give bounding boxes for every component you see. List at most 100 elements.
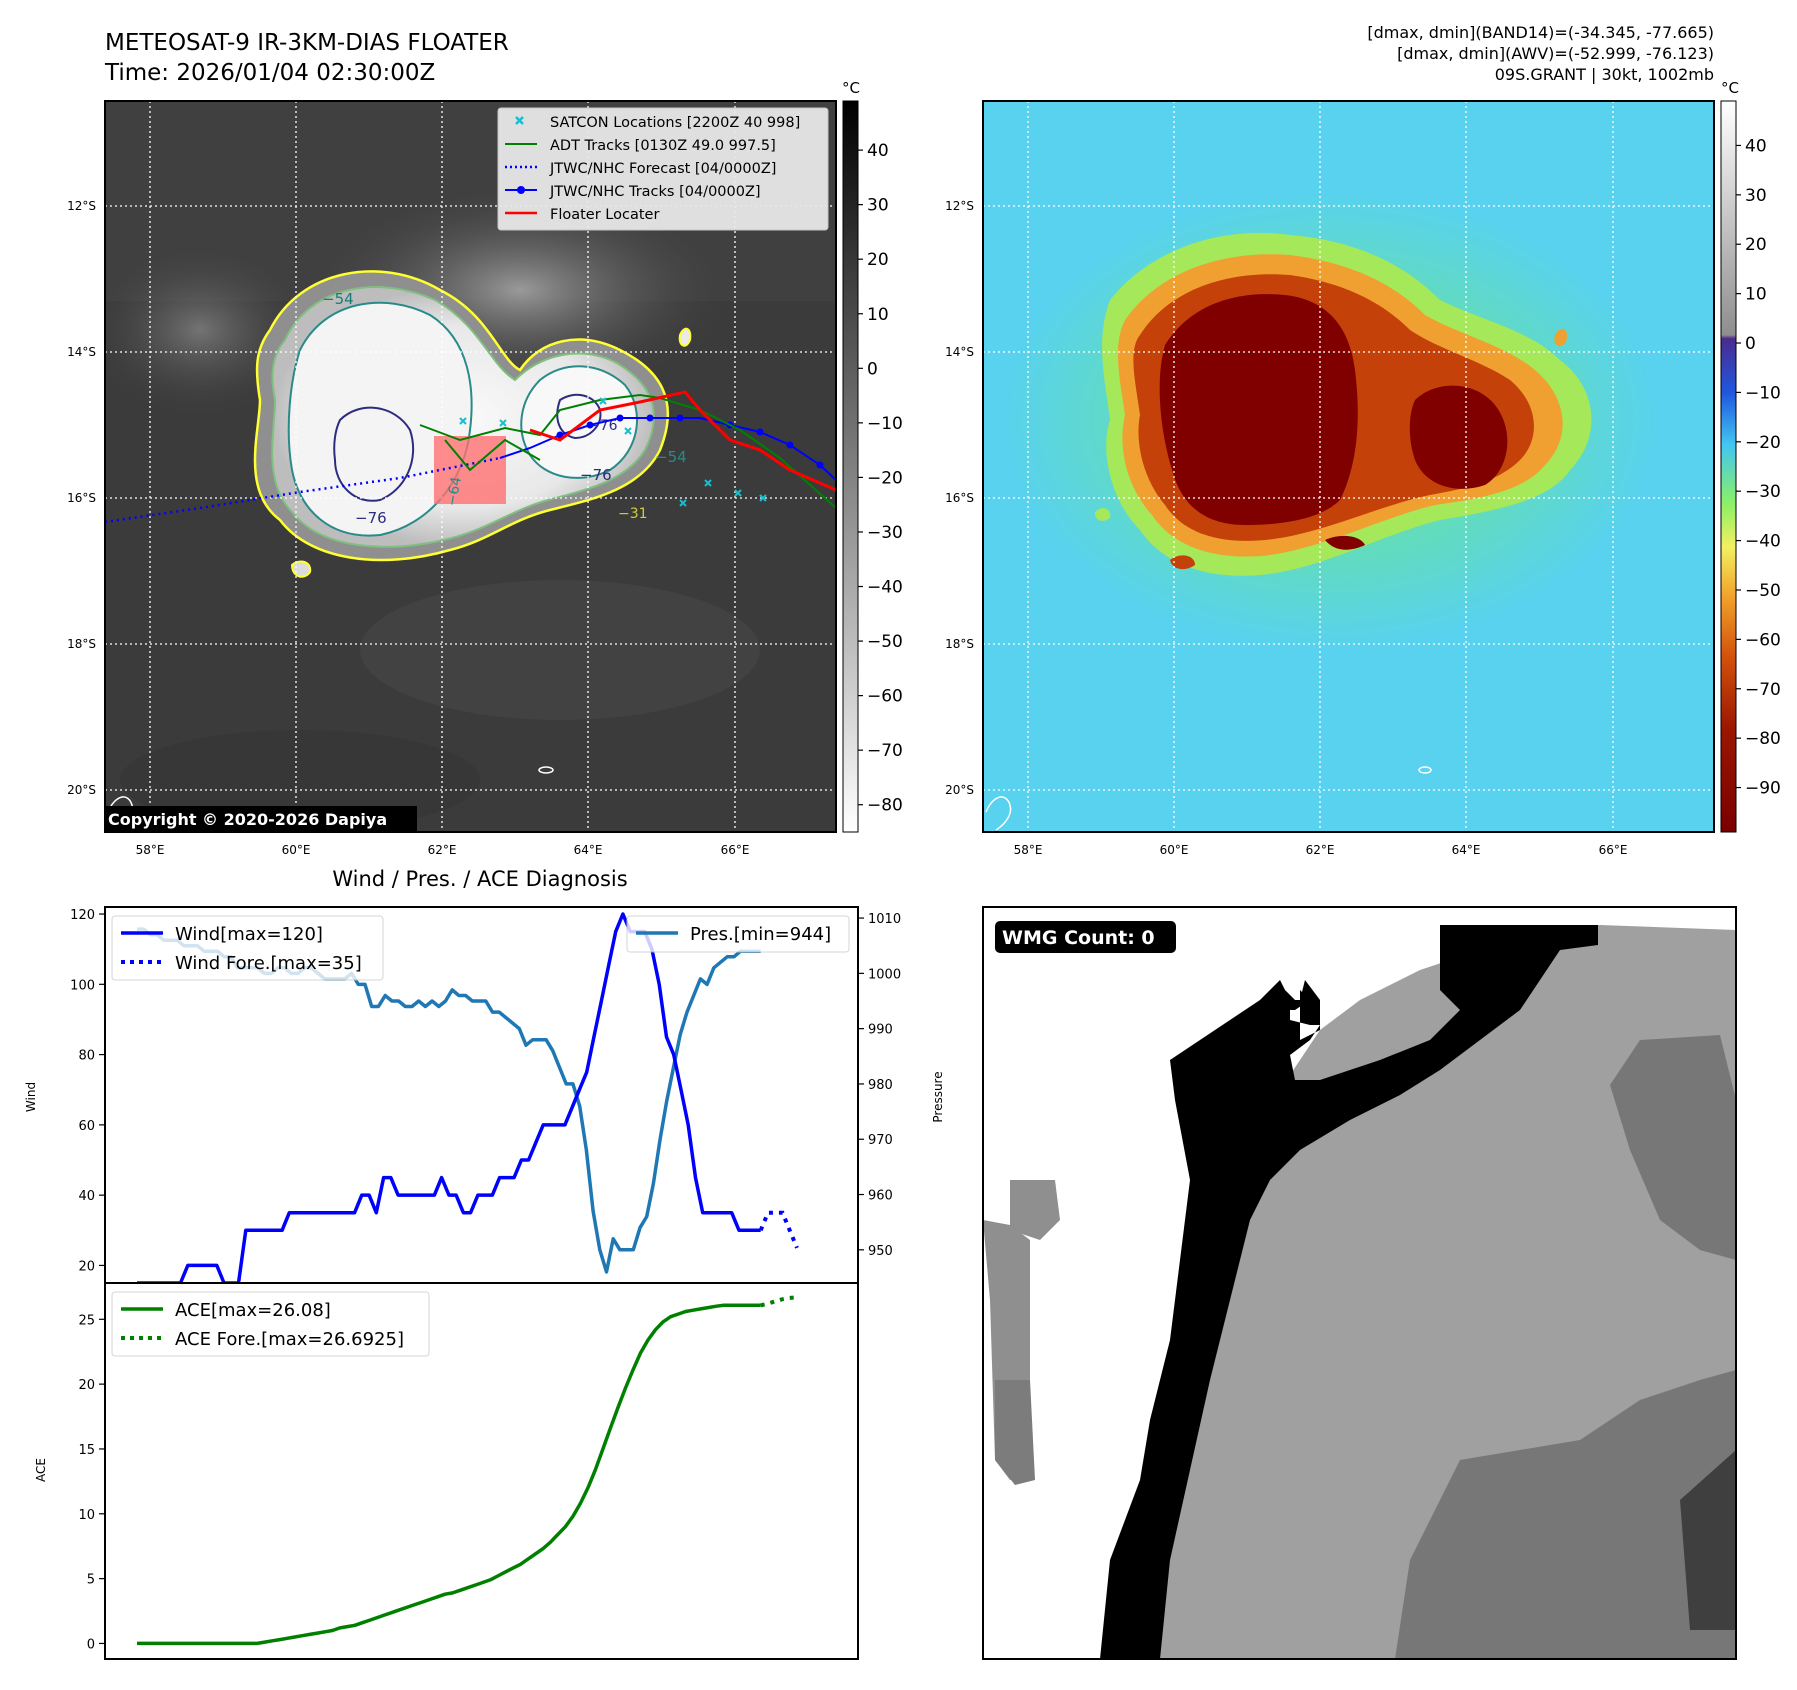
wmg-count-label: WMG Count: 0 <box>1002 927 1155 949</box>
copyright-text: Copyright © 2020-2026 Dapiya <box>108 810 387 829</box>
awv-lat-label: 20°S <box>945 783 974 797</box>
wind-ylabel: Wind <box>24 1082 38 1112</box>
ir-lon-label: 62°E <box>428 843 457 857</box>
awv-lon-label: 66°E <box>1599 843 1628 857</box>
colorbar-tick-label: −20 <box>1745 433 1781 453</box>
pressure-tick-label: 960 <box>868 1189 893 1204</box>
ir-lat-label: 16°S <box>67 491 96 505</box>
ir-map-panel: −54 −76 −64 −76 −54 −76 −31 <box>67 100 837 857</box>
ir-map-legend: SATCON Locations [2200Z 40 998] ADT Trac… <box>497 107 829 231</box>
ace-legend: ACE[max=26.08] ACE Fore.[max=26.6925] <box>111 1291 430 1357</box>
colorbar-tick-label: 10 <box>1745 285 1767 305</box>
contour-label: −76 <box>588 418 618 434</box>
ir-colorbar: °C 40 30 20 10 0 −10 −20 −30 −40 −50 −60 −70 −80 <box>842 79 903 833</box>
ace-tick-label: 10 <box>78 1508 95 1523</box>
ir-lon-label: 58°E <box>136 843 165 857</box>
colorbar-tick-label: −20 <box>867 468 903 488</box>
stats-line1: [dmax, dmin](BAND14)=(-34.345, -77.665) <box>1367 23 1714 42</box>
pressure-ylabel: Pressure <box>931 1071 945 1122</box>
legend-ace-fore: ACE Fore.[max=26.6925] <box>175 1329 404 1350</box>
legend-wind-fore: Wind Fore.[max=35] <box>175 953 362 974</box>
floater-locater-track <box>529 390 836 492</box>
wind-tick-label: 40 <box>78 1189 95 1204</box>
awv-lat-label: 12°S <box>945 199 974 213</box>
ace-forecast-line <box>760 1295 798 1308</box>
ir-colorbar-unit: °C <box>842 79 860 97</box>
colorbar-tick-label: −70 <box>867 741 903 761</box>
wind-tick-label: 120 <box>70 908 95 923</box>
colorbar-tick-label: −80 <box>867 796 903 816</box>
awv-colorbar-unit: °C <box>1721 79 1739 97</box>
colorbar-tick-label: −60 <box>1745 630 1781 650</box>
awv-lon-label: 60°E <box>1160 843 1189 857</box>
colorbar-tick-label: 40 <box>867 141 889 161</box>
colorbar-tick-label: 0 <box>867 359 878 379</box>
legend-ace: ACE[max=26.08] <box>175 1300 331 1321</box>
wind-tick-label: 100 <box>70 978 95 993</box>
colorbar-tick-label: −60 <box>867 687 903 707</box>
colorbar-tick-label: −40 <box>867 578 903 598</box>
colorbar-tick-label: 30 <box>1745 186 1767 206</box>
diagnosis-title: Wind / Pres. / ACE Diagnosis <box>332 867 627 891</box>
colorbar-tick-label: −30 <box>867 523 903 543</box>
pressure-tick-label: 980 <box>868 1078 893 1093</box>
stats-line2: [dmax, dmin](AWV)=(-52.999, -76.123) <box>1397 44 1714 63</box>
colorbar-tick-label: −30 <box>1745 482 1781 502</box>
legend-satcon: SATCON Locations [2200Z 40 998] <box>550 115 800 131</box>
legend-wind: Wind[max=120] <box>175 924 323 945</box>
ace-tick-label: 15 <box>78 1443 95 1458</box>
adt-track-branch <box>444 438 541 472</box>
ir-lat-label: 20°S <box>67 783 96 797</box>
jtwc-track <box>499 414 836 481</box>
ace-ylabel: ACE <box>34 1458 48 1482</box>
contour-label: −54 <box>655 448 687 466</box>
awv-lon-label: 64°E <box>1452 843 1481 857</box>
pressure-tick-label: 1010 <box>868 912 901 927</box>
wind-tick-label: 80 <box>78 1049 95 1064</box>
awv-map-panel: 12°S 14°S 16°S 18°S 20°S 58°E 60°E 62°E … <box>945 100 1715 857</box>
colorbar-tick-label: 40 <box>1745 136 1767 156</box>
legend-adt: ADT Tracks [0130Z 49.0 997.5] <box>550 138 776 154</box>
awv-lon-label: 58°E <box>1014 843 1043 857</box>
ir-lat-label: 18°S <box>67 637 96 651</box>
contour-label: −64 <box>444 476 465 508</box>
figure-title-line1: METEOSAT-9 IR-3KM-DIAS FLOATER <box>105 30 509 56</box>
pressure-tick-label: 990 <box>868 1023 893 1038</box>
colorbar-tick-label: −70 <box>1745 680 1781 700</box>
legend-pressure: Pres.[min=944] <box>690 924 831 945</box>
ace-tick-label: 5 <box>87 1573 95 1588</box>
ir-lat-label: 14°S <box>67 345 96 359</box>
pressure-legend: Pres.[min=944] <box>626 915 850 953</box>
ace-tick-label: 25 <box>78 1313 95 1328</box>
colorbar-tick-label: −10 <box>867 414 903 434</box>
colorbar-tick-label: 30 <box>867 196 889 216</box>
ir-lat-label: 12°S <box>67 199 96 213</box>
colorbar-tick-label: 20 <box>1745 235 1767 255</box>
adt-track <box>419 393 836 509</box>
wind-legend: Wind[max=120] Wind Fore.[max=35] <box>111 915 384 981</box>
awv-lat-label: 14°S <box>945 345 974 359</box>
jtwc-forecast-line <box>105 456 501 524</box>
colorbar-tick-label: 0 <box>1745 334 1756 354</box>
colorbar-tick-label: −80 <box>1745 729 1781 749</box>
figure-title-line2: Time: 2026/01/04 02:30:00Z <box>104 60 435 86</box>
legend-jtwc-forecast: JTWC/NHC Forecast [04/0000Z] <box>549 161 776 177</box>
ir-lon-label: 66°E <box>721 843 750 857</box>
contour-label: −54 <box>322 290 354 308</box>
legend-floater: Floater Locater <box>550 207 659 223</box>
storm-info: 09S.GRANT | 30kt, 1002mb <box>1495 65 1714 84</box>
contour-label: −76 <box>580 466 612 484</box>
contour-label: −31 <box>618 506 648 522</box>
colorbar-tick-label: −50 <box>867 632 903 652</box>
ace-tick-label: 0 <box>87 1637 95 1652</box>
diagnosis-chart: Wind / Pres. / ACE Diagnosis 20406080100… <box>24 867 945 1660</box>
satcon-markers <box>459 397 767 507</box>
wmg-panel: WMG Count: 0 <box>982 906 1737 1660</box>
awv-colorbar: °C 40 30 20 10 0 −10 −20 −30 −40 −50 −60 −70 −80 −90 <box>1720 79 1781 833</box>
ace-tick-label: 20 <box>78 1378 95 1393</box>
colorbar-tick-label: 20 <box>867 250 889 270</box>
pressure-tick-label: 1000 <box>868 967 901 982</box>
colorbar-tick-label: −40 <box>1745 532 1781 552</box>
legend-jtwc-tracks: JTWC/NHC Tracks [04/0000Z] <box>549 184 761 200</box>
